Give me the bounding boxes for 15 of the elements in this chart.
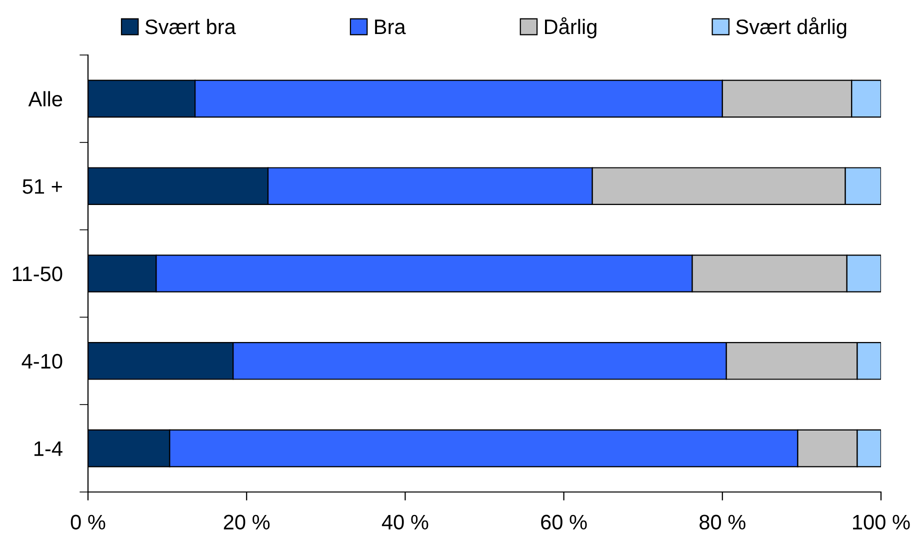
legend-label: Dårlig: [545, 17, 596, 38]
y-tick-label: 51 +: [22, 179, 62, 194]
x-tick-label: 100 %: [853, 514, 910, 530]
x-tick-label: 80 %: [700, 514, 746, 530]
legend-label: Bra: [375, 20, 406, 34]
x-tick-label: 40 %: [382, 514, 428, 530]
x-tick-label: 20 %: [224, 514, 270, 530]
y-tick-label: Alle: [28, 91, 62, 106]
legend-label: Svært dårlig: [736, 17, 846, 38]
y-tick-label: 4-10: [22, 354, 62, 369]
x-tick-label: 60 %: [541, 514, 587, 530]
legend-label: Svært bra: [145, 18, 236, 34]
y-tick-label: 11-50: [12, 266, 62, 282]
x-tick-label: 0 %: [70, 514, 106, 530]
y-tick-label: 1-4: [34, 442, 62, 456]
